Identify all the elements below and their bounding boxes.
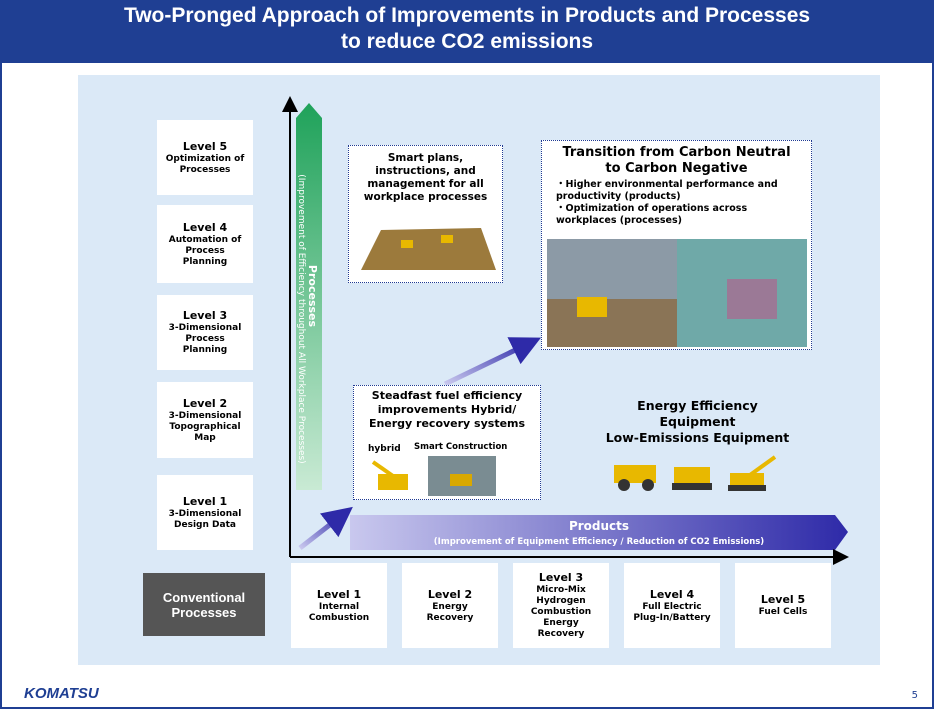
level-name: Micro-Mix Hydrogen Combustion Energy Rec… (519, 585, 603, 640)
products-subtitle: (Improvement of Equipment Efficiency / R… (434, 537, 765, 547)
level-label: Level 2 (183, 397, 227, 411)
level-name: 3-Dimensional Process Planning (163, 323, 247, 356)
smart-construction-label: Smart Construction (414, 442, 507, 452)
level-name: Energy Recovery (408, 602, 492, 624)
machine (401, 240, 413, 248)
processes-subtitle: (Improvement of Efficiency throughout Al… (296, 174, 306, 463)
photo (547, 239, 807, 347)
level-label: Level 1 (317, 588, 361, 602)
photo (358, 454, 538, 499)
excavator-arm (373, 462, 393, 476)
transition-title: Transition from Carbon Neutral to Carbon… (542, 141, 811, 177)
level-label: Level 4 (183, 221, 227, 235)
energy-text: Energy Efficiency Equipment Low-Emission… (590, 398, 805, 446)
slide: Processes (Improvement of Efficiency thr… (0, 0, 934, 709)
conventional-label: Conventional Processes (143, 573, 265, 636)
site-ground (547, 299, 677, 347)
level-name: Full Electric Plug-In/Battery (630, 602, 714, 624)
dozer (674, 467, 710, 483)
level-label: Level 1 (183, 495, 227, 509)
machine (577, 297, 607, 317)
level-label: Level 2 (428, 588, 472, 602)
track (672, 483, 712, 490)
products-title: Products (569, 519, 629, 533)
level-label: Level 5 (183, 140, 227, 154)
transition-bullet: ・Optimization of operations across workp… (542, 203, 811, 227)
excavator (378, 474, 408, 490)
excavator (730, 473, 764, 485)
energy-line: Equipment (590, 414, 805, 430)
level-name: Automation of Process Planning (163, 235, 247, 268)
level-label: Level 4 (650, 588, 694, 602)
transition-bullet: ・Higher environmental performance and pr… (542, 177, 811, 203)
energy-line: Energy Efficiency (590, 398, 805, 414)
level-name: Fuel Cells (759, 607, 808, 618)
machine (441, 235, 453, 243)
wheel (642, 479, 654, 491)
level-label: Level 5 (761, 593, 805, 607)
transition-box: Transition from Carbon Neutral to Carbon… (541, 140, 812, 350)
level-name: Optimization of Processes (163, 154, 247, 176)
equipment-icons (610, 455, 790, 495)
excavator-arm (750, 457, 775, 475)
title-line: Two-Pronged Approach of Improvements in … (0, 4, 934, 28)
page: {"header": {"title_lines": ["Two-Pronged… (0, 0, 934, 709)
wheel (618, 479, 630, 491)
steadfast-box: Steadfast fuel efficiency improvements H… (353, 385, 541, 500)
survey-overlay (727, 279, 777, 319)
steadfast-title: Steadfast fuel efficiency improvements H… (354, 386, 540, 431)
energy-line: Low-Emissions Equipment (590, 430, 805, 446)
site-ground (361, 228, 496, 270)
track (728, 485, 766, 491)
level-label: Level 3 (183, 309, 227, 323)
level-name: Internal Combustion (297, 602, 381, 624)
smart-plans-text: Smart plans, instructions, and managemen… (349, 146, 502, 204)
title-line: to reduce CO2 emissions (0, 30, 934, 54)
level-name: 3-Dimensional Design Data (163, 509, 247, 531)
logo: KOMATSU (24, 685, 100, 702)
level-name: 3-Dimensional Topographical Map (163, 411, 247, 444)
dozer (450, 474, 472, 486)
smart-plans-box: Smart plans, instructions, and managemen… (348, 145, 503, 283)
level-label: Level 3 (539, 571, 583, 585)
hybrid-label: hybrid (368, 444, 401, 454)
processes-title: Processes (306, 265, 319, 328)
body: Processes (Improvement of Efficiency thr… (0, 0, 934, 709)
photo (351, 210, 501, 280)
page-number: 5 (912, 690, 918, 701)
